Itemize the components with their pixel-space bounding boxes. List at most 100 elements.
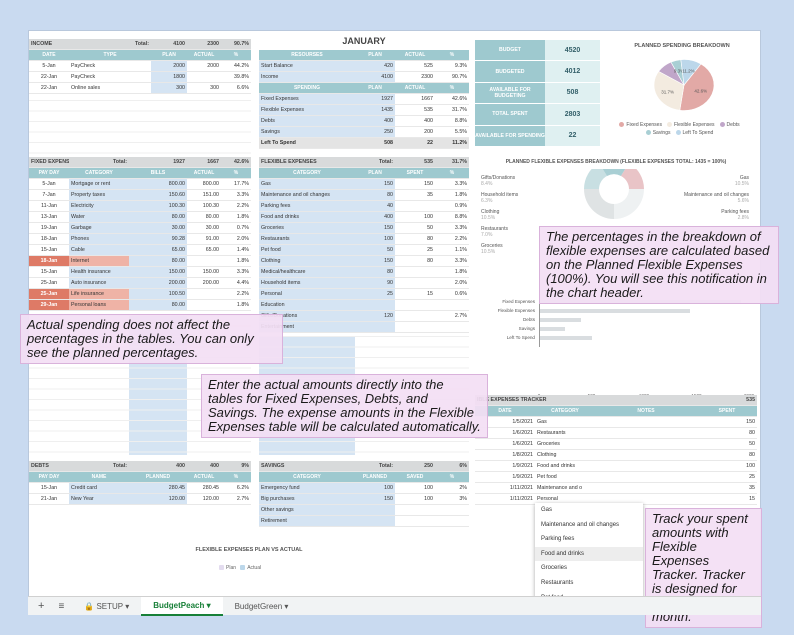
table-cell[interactable] [395,277,435,289]
table-cell[interactable]: 100 [395,211,435,223]
table-cell[interactable]: 100.50 [129,288,187,300]
table-cell[interactable]: 25-Jan [29,277,69,289]
table-cell[interactable]: 7-Jan [29,189,69,201]
table-cell[interactable]: 80 [355,189,395,201]
table-cell[interactable]: 2.2% [221,288,251,300]
table-cell[interactable]: 15-Jan [29,266,69,278]
table-cell[interactable]: 2.2% [221,200,251,212]
table-cell[interactable]: 2.0% [435,277,469,289]
table-cell[interactable]: 150 [355,493,395,505]
table-cell[interactable]: 1667 [395,93,435,105]
table-cell[interactable]: Health insurance [69,266,129,278]
table-cell[interactable]: Pet food [259,244,355,256]
table-cell[interactable] [395,504,435,516]
table-cell[interactable]: 91.00 [187,233,221,245]
table-cell[interactable] [395,266,435,278]
table-cell[interactable]: Clothing [535,449,595,461]
table-cell[interactable]: Start Balance [259,60,355,72]
table-cell[interactable]: Fixed Expenses [259,93,355,105]
table-cell[interactable]: 0.9% [435,200,469,212]
table-cell[interactable]: 11-Jan [29,200,69,212]
table-cell[interactable]: 1/6/2021 [475,427,535,439]
table-cell[interactable]: 0.6% [435,288,469,300]
table-cell[interactable]: Retirement [259,515,355,527]
table-cell[interactable]: 100 [355,233,395,245]
table-cell[interactable]: Maintenance and oil changes [259,189,355,201]
table-cell[interactable]: Restaurants [535,427,595,439]
table-cell[interactable] [187,255,221,267]
table-cell[interactable]: 1.8% [435,189,469,201]
table-cell[interactable]: 150 [355,255,395,267]
table-cell[interactable]: 15 [395,288,435,300]
table-cell[interactable]: 9.3% [435,60,469,72]
table-cell[interactable]: 1435 [355,104,395,116]
table-cell[interactable]: 80 [697,449,758,461]
table-cell[interactable]: 4100 [355,71,395,83]
table-cell[interactable]: Property taxes [69,189,129,201]
table-cell[interactable]: 1/6/2021 [475,438,535,450]
table-cell[interactable]: Education [259,299,355,311]
all-sheets-menu-icon[interactable]: ≡ [58,600,65,612]
table-cell[interactable]: 39.8% [221,71,251,83]
table-cell[interactable]: 50 [355,244,395,256]
add-sheet-icon[interactable]: + [38,600,45,612]
table-cell[interactable]: 150 [355,178,395,190]
table-cell[interactable]: 1/9/2021 [475,471,535,483]
table-cell[interactable]: 31.7% [435,104,469,116]
table-cell[interactable]: 15-Jan [29,482,69,494]
table-cell[interactable] [435,299,469,311]
table-cell[interactable]: Pet food [535,471,595,483]
table-cell[interactable]: Electricity [69,200,129,212]
table-cell[interactable] [395,515,435,527]
table-cell[interactable]: 800.00 [187,178,221,190]
table-cell[interactable]: 3.3% [435,178,469,190]
table-cell[interactable]: 800.00 [129,178,187,190]
table-cell[interactable]: 80 [395,255,435,267]
dropdown-option[interactable]: Restaurants [541,579,574,586]
table-cell[interactable]: 300 [151,82,187,94]
table-cell[interactable]: 1/5/2021 [475,416,535,428]
table-cell[interactable]: 200 [395,126,435,138]
table-cell[interactable]: PayCheck [69,71,151,83]
table-cell[interactable]: Debts [259,115,355,127]
table-cell[interactable]: 90.28 [129,233,187,245]
dropdown-option[interactable]: Gas [541,507,553,513]
dropdown-option[interactable]: Parking fees [541,536,575,543]
table-cell[interactable]: Income [259,71,355,83]
dropdown-option[interactable]: Maintenance and oil changes [541,521,620,528]
table-cell[interactable]: 1/9/2021 [475,460,535,472]
table-cell[interactable]: Restaurants [259,233,355,245]
table-cell[interactable]: 19-Jan [29,222,69,234]
table-cell[interactable]: 2.7% [435,310,469,322]
table-cell[interactable]: 3.3% [221,266,251,278]
table-cell[interactable]: Gas [259,178,355,190]
table-cell[interactable]: 17.7% [221,178,251,190]
table-cell[interactable]: 8.8% [435,115,469,127]
table-cell[interactable] [595,427,698,439]
table-cell[interactable] [395,310,435,322]
table-cell[interactable]: Personal loans [69,299,129,311]
table-cell[interactable]: 150.00 [187,266,221,278]
table-cell[interactable]: 29-Jan [29,299,69,311]
table-cell[interactable]: 2000 [151,60,187,72]
table-cell[interactable]: 5-Jan [29,60,69,72]
table-cell[interactable]: 400 [355,211,395,223]
table-cell[interactable] [355,515,395,527]
table-cell[interactable]: 100 [395,493,435,505]
table-cell[interactable] [595,449,698,461]
table-cell[interactable]: 2000 [187,60,221,72]
table-cell[interactable]: 90.7% [435,71,469,83]
table-cell[interactable]: 22-Jan [29,82,69,94]
table-cell[interactable]: Cable [69,244,129,256]
table-cell[interactable]: 150 [697,416,758,428]
category-dropdown-menu[interactable]: Gas Maintenance and oil changes Parking fe… [535,503,643,614]
table-cell[interactable]: 120.00 [129,493,187,505]
table-cell[interactable]: 1.8% [221,211,251,223]
table-cell[interactable]: Garbage [69,222,129,234]
table-cell[interactable]: 3.3% [435,222,469,234]
table-cell[interactable]: 4.4% [221,277,251,289]
sheet-tab[interactable]: BudgetPeach ▾ [141,596,223,616]
table-cell[interactable]: 44.2% [221,60,251,72]
table-cell[interactable]: 1927 [355,93,395,105]
table-cell[interactable]: 25-Jan [29,288,69,300]
